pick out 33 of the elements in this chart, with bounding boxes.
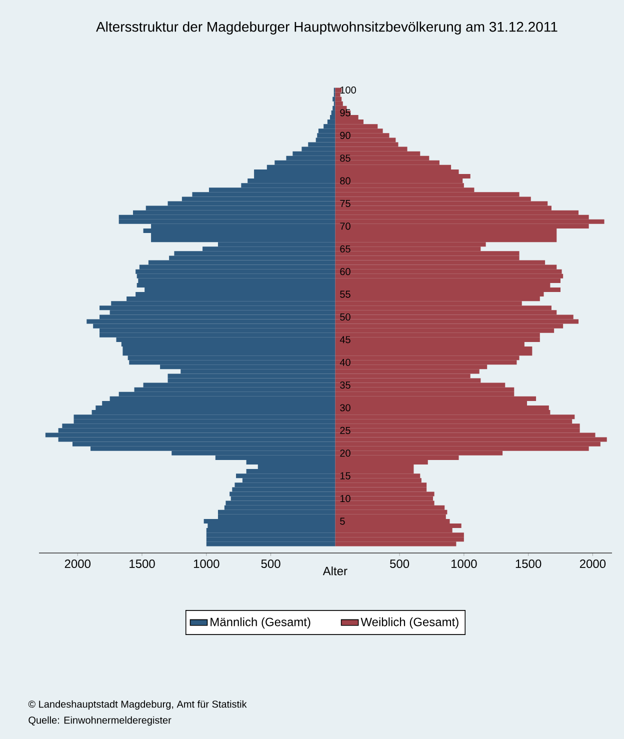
x-tick-label: 2000 [64, 560, 90, 568]
legend-label: Männlich (Gesamt) [210, 617, 310, 629]
y-tick-label: 35 [340, 382, 350, 389]
y-tick-label: 60 [340, 268, 350, 276]
x-tick-label: 1500 [516, 560, 542, 568]
y-tick-label: 15 [340, 472, 350, 480]
y-tick-label: 95 [340, 109, 350, 116]
y-tick-label: 30 [340, 404, 350, 412]
y-tick-label: 50 [340, 313, 350, 321]
y-tick-label: 65 [340, 245, 350, 252]
legend-label: Weiblich (Gesamt) [360, 617, 458, 629]
y-tick-label: 80 [340, 177, 350, 184]
y-tick-label: 55 [340, 290, 350, 298]
x-tick-label: 1500 [130, 560, 155, 568]
x-tick-label: 1000 [452, 560, 477, 568]
x-tick-label: 500 [390, 560, 410, 568]
y-tick-label: 40 [340, 358, 350, 366]
source-note: Quelle: Einwohnermelderegister [28, 716, 172, 726]
chart-title: Altersstruktur der Magdeburger Hauptwohnsitzbevölkerung am 31.12.2011 [96, 21, 558, 35]
y-tick-label: 70 [340, 222, 350, 230]
x-tick-label: 2000 [580, 560, 606, 568]
x-axis-title: Alter [322, 566, 348, 576]
x-tick-label: 500 [261, 560, 280, 568]
x-tick-label: 1000 [194, 560, 220, 568]
y-tick-label: 85 [340, 154, 350, 162]
y-tick-label: 25 [340, 426, 350, 434]
text: © Landeshauptstadt Magdeburg, Amt für Statistik [28, 700, 247, 710]
y-tick-label: 75 [340, 200, 350, 207]
y-tick-label: 5 [340, 518, 345, 525]
y-tick-label: 10 [340, 494, 350, 502]
y-tick-label: 90 [340, 132, 350, 139]
y-tick-label: 20 [340, 450, 350, 457]
y-tick-label: 45 [340, 336, 350, 344]
